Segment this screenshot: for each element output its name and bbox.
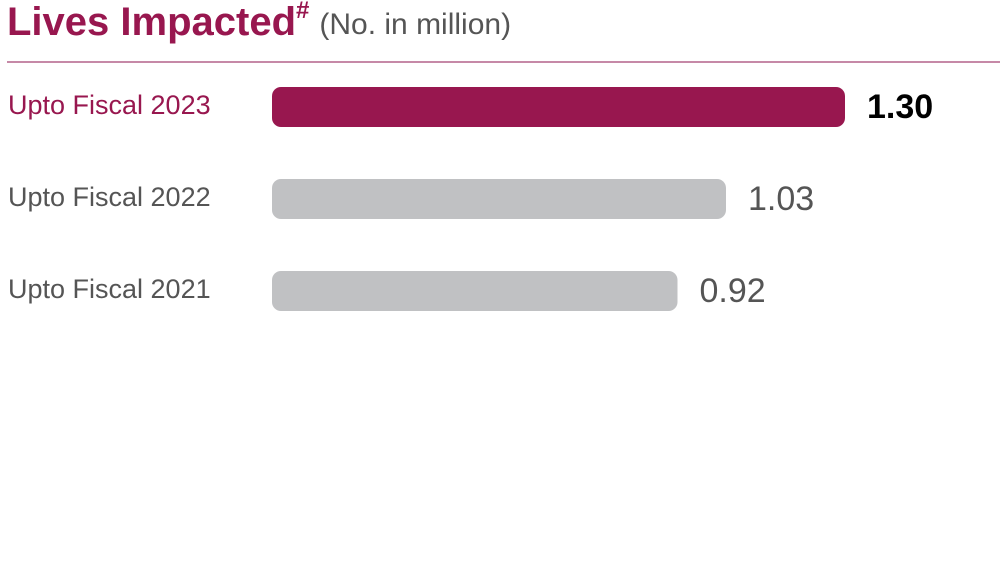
- value-label: 1.30: [867, 88, 933, 126]
- category-label: Upto Fiscal 2022: [8, 182, 211, 212]
- title-superscript: #: [296, 0, 309, 24]
- bar: [272, 271, 678, 311]
- category-label: Upto Fiscal 2021: [8, 274, 211, 304]
- bar: [272, 179, 726, 219]
- chart-subtitle: (No. in million): [319, 8, 511, 41]
- category-label: Upto Fiscal 2023: [8, 90, 211, 120]
- bar: [272, 87, 845, 127]
- value-label: 0.92: [700, 272, 766, 310]
- chart-title: Lives Impacted: [7, 0, 296, 44]
- value-label: 1.03: [748, 180, 814, 218]
- chart-title-group: Lives Impacted# (No. in million): [7, 0, 511, 44]
